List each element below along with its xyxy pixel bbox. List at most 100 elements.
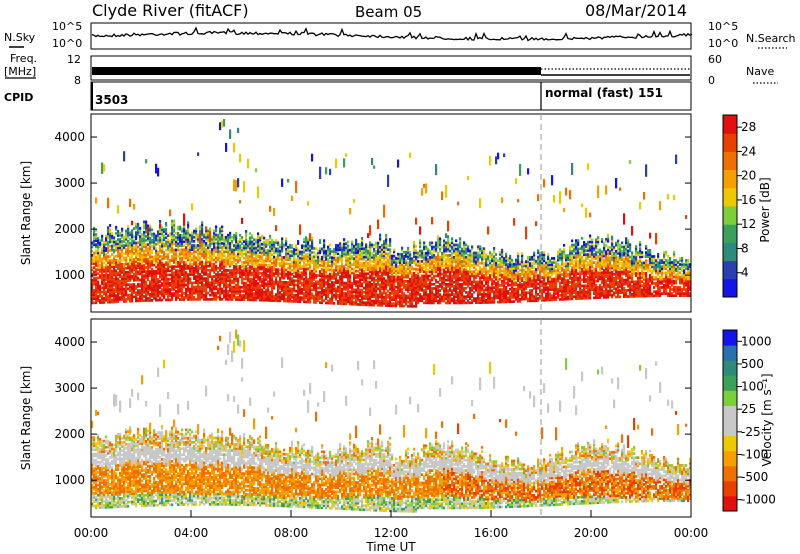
echo-cell xyxy=(451,278,454,282)
echo-cell xyxy=(341,294,344,297)
echo-cell xyxy=(127,262,130,266)
echo-cell xyxy=(379,239,382,243)
echo-cell xyxy=(445,262,448,265)
echo-cell xyxy=(225,235,228,239)
echo-cell xyxy=(419,268,422,271)
echo-cell xyxy=(125,248,128,251)
echo-cell xyxy=(197,273,200,276)
echo-cell xyxy=(339,267,342,270)
echo-cell xyxy=(403,259,406,262)
echo-cell xyxy=(217,233,220,237)
echo-cell xyxy=(109,238,112,242)
echo-cell xyxy=(215,258,218,262)
echo-cell xyxy=(443,241,446,245)
echo-cell xyxy=(261,249,264,252)
echo-cell xyxy=(157,251,160,254)
echo-cell xyxy=(355,265,358,269)
echo-cell xyxy=(299,252,302,256)
echo-cell xyxy=(207,260,210,264)
echo-cell xyxy=(361,292,364,296)
echo-cell xyxy=(259,255,262,258)
echo-cell xyxy=(259,263,262,267)
echo-cell xyxy=(357,255,360,259)
echo-cell xyxy=(171,257,174,260)
echo-cell xyxy=(173,230,176,233)
echo-cell xyxy=(143,237,146,240)
echo-cell xyxy=(297,260,300,264)
echo-cell xyxy=(109,232,112,236)
echo-cell xyxy=(455,247,458,251)
echo-cell xyxy=(295,283,298,287)
echo-cell xyxy=(395,273,398,277)
echo-cell xyxy=(363,297,366,300)
echo-cell xyxy=(133,203,136,210)
echo-cell xyxy=(455,299,458,303)
echo-cell xyxy=(221,258,224,262)
echo-cell xyxy=(245,259,248,262)
echo-cell xyxy=(239,248,242,252)
echo-cell xyxy=(253,275,256,279)
echo-cell xyxy=(449,297,452,301)
echo-cell xyxy=(345,302,348,306)
echo-cell xyxy=(255,259,258,262)
echo-cell xyxy=(457,243,460,247)
echo-cell xyxy=(163,236,166,240)
echo-cell xyxy=(359,278,362,281)
echo-cell xyxy=(329,243,332,247)
echo-cell xyxy=(305,290,308,293)
echo-cell xyxy=(305,294,308,298)
echo-cell xyxy=(111,282,114,285)
echo-cell xyxy=(285,289,288,292)
echo-cell xyxy=(233,142,236,153)
echo-cell xyxy=(227,246,230,249)
echo-cell xyxy=(363,276,366,280)
echo-cell xyxy=(419,262,422,265)
echo-cell xyxy=(347,281,350,285)
echo-cell xyxy=(425,262,428,265)
echo-cell xyxy=(259,288,262,292)
echo-cell xyxy=(313,261,316,265)
echo-cell xyxy=(367,293,370,296)
echo-cell xyxy=(145,228,148,232)
echo-cell xyxy=(375,272,378,276)
echo-cell xyxy=(171,267,174,270)
echo-cell xyxy=(361,241,364,244)
echo-cell xyxy=(451,237,454,241)
echo-cell xyxy=(151,238,154,242)
echo-cell xyxy=(211,275,214,278)
echo-cell xyxy=(301,254,304,258)
echo-cell xyxy=(181,269,184,272)
echo-cell xyxy=(201,233,204,237)
echo-cell xyxy=(451,251,454,255)
echo-cell xyxy=(255,168,258,173)
echo-cell xyxy=(263,298,266,302)
echo-cell xyxy=(147,297,150,300)
echo-cell xyxy=(307,257,310,260)
echo-cell xyxy=(351,240,354,244)
echo-cell xyxy=(331,277,334,280)
echo-cell xyxy=(461,249,464,253)
echo-cell xyxy=(457,274,460,278)
echo-cell xyxy=(317,265,320,269)
echo-cell xyxy=(221,242,224,245)
echo-cell xyxy=(237,248,240,252)
echo-cell xyxy=(105,236,108,240)
echo-cell xyxy=(277,249,280,253)
echo-cell xyxy=(183,229,186,233)
echo-cell xyxy=(335,250,338,253)
echo-cell xyxy=(259,246,262,250)
echo-cell xyxy=(239,244,242,248)
echo-cell xyxy=(229,271,232,274)
echo-cell xyxy=(151,261,154,265)
echo-cell xyxy=(297,300,300,303)
echo-cell xyxy=(163,282,166,285)
echo-cell xyxy=(95,289,98,292)
echo-cell xyxy=(107,242,110,246)
echo-cell xyxy=(449,299,452,303)
echo-cell xyxy=(247,271,250,275)
echo-cell xyxy=(119,267,122,270)
echo-cell xyxy=(293,258,296,262)
echo-cell xyxy=(445,293,448,297)
echo-cell xyxy=(205,295,208,299)
echo-cell xyxy=(353,278,356,281)
